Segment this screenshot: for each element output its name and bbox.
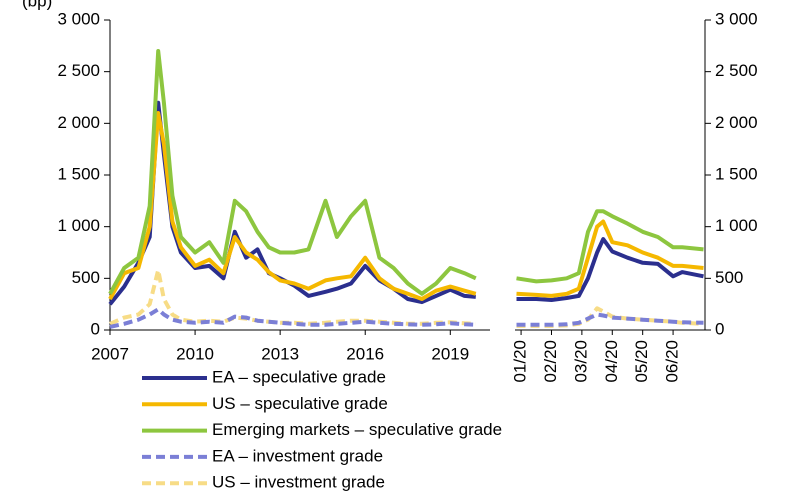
legend-label: US – speculative grade	[212, 394, 388, 413]
y-tick-label: 3 000	[715, 9, 758, 28]
y-tick-label: 2 000	[715, 113, 758, 132]
x-tick-label: 2013	[261, 344, 299, 363]
legend-label: EA – investment grade	[212, 446, 383, 465]
series-line	[516, 219, 704, 298]
x-tick-label: 2010	[176, 344, 214, 363]
y-tick-label: 500	[72, 268, 100, 287]
y-tick-label: 3 000	[57, 9, 100, 28]
series-line	[108, 49, 477, 296]
x-tick-label: 2007	[91, 344, 129, 363]
x-tick-label: 02/20	[541, 340, 560, 383]
y-tick-label: 1 500	[57, 164, 100, 183]
x-tick-label: 2016	[346, 344, 384, 363]
y-tick-label: 1 000	[57, 216, 100, 235]
legend-label: Emerging markets – speculative grade	[212, 420, 502, 439]
series-line	[516, 312, 704, 327]
series-line	[108, 111, 477, 301]
x-tick-label: 03/20	[571, 340, 590, 383]
legend-label: US – investment grade	[212, 473, 385, 492]
y-axis-label: (bp)	[22, 0, 52, 10]
series-line	[516, 306, 704, 328]
y-tick-label: 0	[715, 319, 724, 338]
y-tick-label: 0	[91, 319, 100, 338]
series-line	[516, 209, 704, 284]
x-tick-label: 2019	[431, 344, 469, 363]
y-tick-label: 1 000	[715, 216, 758, 235]
x-tick-label: 05/20	[632, 340, 651, 383]
series-line	[109, 307, 476, 329]
y-tick-label: 500	[715, 268, 743, 287]
y-tick-label: 1 500	[715, 164, 758, 183]
x-tick-label: 06/20	[663, 340, 682, 383]
x-tick-label: 04/20	[602, 340, 621, 383]
y-tick-label: 2 500	[715, 61, 758, 80]
y-tick-label: 2 000	[57, 113, 100, 132]
x-tick-label: 01/20	[511, 340, 530, 383]
y-tick-label: 2 500	[57, 61, 100, 80]
series-line	[516, 237, 704, 302]
legend-label: EA – speculative grade	[212, 367, 386, 386]
